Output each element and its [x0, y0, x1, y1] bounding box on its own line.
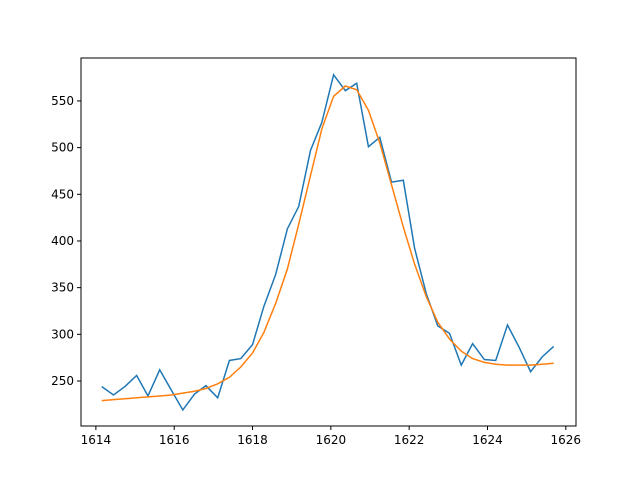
axes-frame	[80, 57, 577, 427]
y-tick-label: 400	[51, 234, 74, 248]
y-tick-label: 450	[51, 187, 74, 201]
plot-area	[101, 73, 555, 412]
y-tick-label: 500	[51, 141, 74, 155]
x-tick-label: 1614	[81, 433, 112, 447]
x-tick-label: 1616	[159, 433, 190, 447]
data-line	[101, 85, 554, 402]
x-tick-label: 1620	[316, 433, 347, 447]
y-tick-label: 350	[51, 281, 74, 295]
y-tick-label: 550	[51, 94, 74, 108]
data-line	[101, 73, 555, 412]
y-tick-label: 300	[51, 327, 74, 341]
x-tick-label: 1624	[472, 433, 503, 447]
x-tick-label: 1618	[237, 433, 268, 447]
x-tick-label: 1622	[394, 433, 425, 447]
y-tick-label: 250	[51, 374, 74, 388]
x-tick-label: 1626	[551, 433, 582, 447]
